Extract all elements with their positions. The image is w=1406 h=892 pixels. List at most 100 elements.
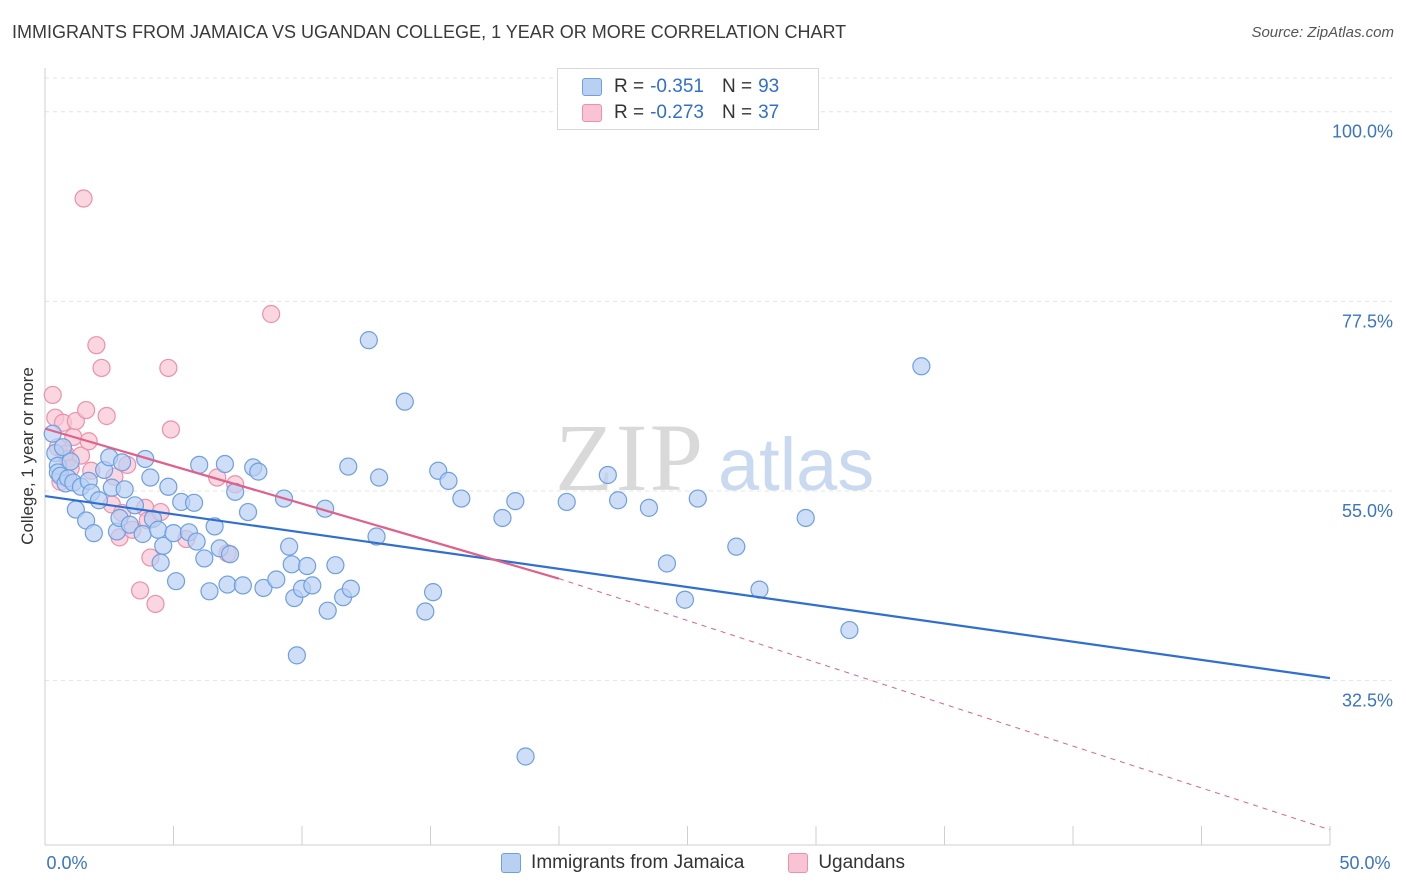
- legend-n-label: N =: [721, 76, 753, 97]
- jamaica-point: [318, 601, 337, 620]
- jamaica-point: [112, 453, 132, 472]
- jamaica-point: [493, 508, 512, 528]
- trend-line-ugandans-extension: [558, 578, 1331, 831]
- jamaica-point: [796, 508, 815, 528]
- x-tick-label: 0.0%: [46, 853, 87, 873]
- jamaica-point: [688, 489, 707, 508]
- jamaica-point: [416, 602, 435, 621]
- legend-row-ugandans: R = -0.273 N = 37: [582, 101, 779, 125]
- legend-r-label: R =: [614, 102, 645, 123]
- legend-r-label: R =: [614, 76, 645, 97]
- trend-line-jamaica: [44, 494, 1331, 680]
- jamaica-point: [84, 524, 103, 543]
- legend-swatch-ugandans: [788, 853, 809, 873]
- ugandans-point: [77, 400, 96, 420]
- jamaica-point: [280, 537, 299, 556]
- jamaica-point: [164, 524, 183, 543]
- jamaica-point: [151, 553, 170, 572]
- jamaica-point: [238, 502, 258, 522]
- trend-line-ugandans: [44, 427, 560, 580]
- y-tick-label: 100.0%: [1332, 122, 1393, 142]
- jamaica-point: [341, 579, 360, 598]
- axis-layer: [44, 68, 1331, 846]
- jamaica-point: [148, 520, 168, 539]
- jamaica-point: [184, 493, 204, 512]
- jamaica-point: [282, 555, 301, 574]
- jamaica-point: [657, 554, 677, 573]
- y-tick-label: 32.5%: [1342, 691, 1393, 711]
- jamaica-point: [452, 489, 471, 508]
- jamaica-point: [220, 545, 240, 564]
- legend-r-value: -0.351: [650, 76, 704, 97]
- jamaica-point: [89, 491, 109, 510]
- jamaica-point: [727, 537, 746, 556]
- watermark-zip: ZIP: [555, 404, 705, 511]
- jamaica-point: [423, 583, 443, 602]
- legend-label-jamaica: Immigrants from Jamaica: [531, 852, 745, 873]
- ugandans-point: [146, 594, 165, 614]
- jamaica-point: [516, 747, 535, 766]
- legend-swatch-jamaica: [501, 853, 522, 873]
- legend-item-jamaica[interactable]: Immigrants from Jamaica: [501, 852, 744, 874]
- trend-lines: [44, 427, 1331, 831]
- jamaica-point: [200, 582, 219, 601]
- jamaica-point: [267, 570, 286, 589]
- legend-label-ugandans: Ugandans: [818, 852, 905, 873]
- legend-series: Immigrants from Jamaica Ugandans: [0, 852, 1406, 874]
- jamaica-point: [339, 457, 358, 476]
- jamaica-point: [205, 517, 224, 536]
- jamaica-point: [557, 492, 576, 512]
- jamaica-point: [598, 465, 617, 485]
- tick-labels: 100.0% 77.5% 55.0% 32.5% 0.0% 50.0%: [46, 122, 1393, 873]
- chart-source: Source: ZipAtlas.com: [1251, 24, 1394, 41]
- y-tick-label: 55.0%: [1342, 501, 1393, 521]
- jamaica-point: [359, 331, 378, 350]
- legend-n-label: N =: [721, 102, 753, 123]
- ugandans-point: [92, 358, 111, 378]
- ugandans-point: [87, 336, 106, 355]
- ugandans-point: [43, 385, 62, 405]
- jamaica-point: [326, 556, 345, 575]
- jamaica-point: [133, 524, 152, 544]
- jamaica-point: [303, 576, 322, 595]
- ugandans-point: [130, 581, 150, 600]
- legend-n-value: 37: [758, 102, 780, 123]
- jamaica-point: [675, 590, 695, 609]
- ugandans-point: [159, 358, 178, 378]
- chart-title: IMMIGRANTS FROM JAMAICA VS UGANDAN COLLE…: [12, 22, 847, 42]
- ugandans-point: [74, 189, 93, 208]
- ugandans-point: [161, 420, 181, 439]
- jamaica-point: [254, 578, 273, 598]
- ugandans-point: [97, 406, 116, 426]
- jamaica-point: [639, 498, 659, 517]
- jamaica-point: [218, 575, 237, 594]
- jamaica-point: [154, 536, 173, 555]
- y-axis-label: College, 1 year or more: [18, 367, 37, 545]
- jamaica-point: [609, 491, 628, 510]
- jamaica-point: [233, 576, 252, 595]
- watermark: ZIP atlas: [555, 404, 874, 511]
- watermark-atlas: atlas: [718, 423, 874, 506]
- legend-swatch-ugandans: [582, 104, 602, 122]
- legend-row-jamaica: R = -0.351 N = 93: [582, 75, 779, 99]
- jamaica-point: [159, 477, 178, 496]
- jamaica-point: [141, 468, 160, 487]
- legend-r-value: -0.273: [650, 102, 704, 123]
- jamaica-point: [840, 620, 859, 640]
- jamaica-point: [187, 532, 206, 551]
- jamaica-points: [43, 331, 931, 766]
- jamaica-point: [506, 492, 525, 511]
- jamaica-point: [367, 527, 386, 546]
- jamaica-point: [298, 556, 317, 576]
- legend-item-ugandans[interactable]: Ugandans: [788, 852, 905, 874]
- jamaica-point: [125, 496, 145, 515]
- x-tick-label: 50.0%: [1339, 853, 1390, 873]
- legend-n-value: 93: [758, 76, 780, 97]
- jamaica-point: [395, 392, 414, 411]
- jamaica-point: [166, 572, 186, 591]
- jamaica-point: [115, 480, 134, 499]
- y-tick-label: 77.5%: [1342, 311, 1393, 331]
- legend-correlation: R = -0.351 N = 93 R = -0.273 N = 37: [557, 68, 819, 130]
- jamaica-point: [439, 471, 458, 490]
